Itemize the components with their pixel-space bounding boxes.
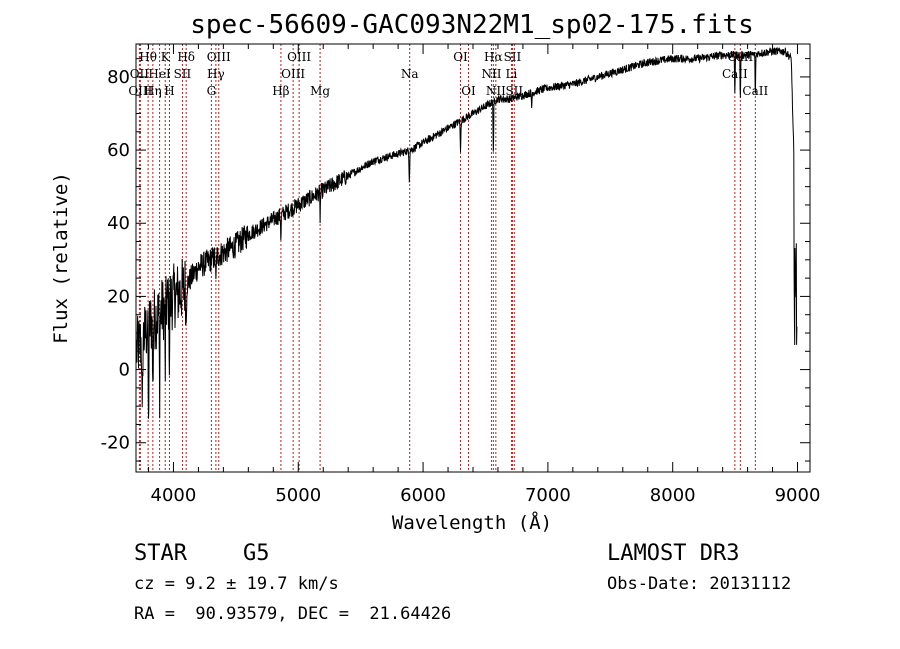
y-tick-label: 60 xyxy=(107,140,130,161)
reference-line-label: OIII xyxy=(128,84,152,98)
x-tick-label: 7000 xyxy=(525,485,571,506)
object-class: STAR xyxy=(134,541,188,566)
reference-line-label: OIII xyxy=(207,50,231,64)
y-tick-label: 80 xyxy=(107,67,130,88)
reference-line-label: SII xyxy=(174,67,192,81)
y-tick-label: 0 xyxy=(119,360,130,381)
x-tick-label: 8000 xyxy=(650,485,696,506)
reference-line-label: Na xyxy=(401,67,419,81)
x-axis-ticks: 4000 5000 6000 7000 8000 9000 xyxy=(147,44,821,506)
reference-line-label: OIII xyxy=(281,67,305,81)
x-tick-label: 4000 xyxy=(151,485,197,506)
x-tick-label: 9000 xyxy=(775,485,821,506)
y-tick-label: 20 xyxy=(107,286,130,307)
reference-line-label: H xyxy=(164,84,174,98)
spectrum-line xyxy=(136,46,798,419)
reference-line-label: G xyxy=(207,84,217,98)
object-subclass: G5 xyxy=(243,541,270,566)
chart-title: spec-56609-GAC093N22M1_sp02-175.fits xyxy=(190,10,754,40)
plot-frame xyxy=(135,43,811,473)
reference-line-label: K xyxy=(161,50,171,64)
redshift-cz: cz = 9.2 ± 19.7 km/s xyxy=(134,574,339,594)
reference-line-label: Mg xyxy=(310,84,330,98)
survey-name: LAMOST DR3 xyxy=(607,541,739,566)
y-tick-label: -20 xyxy=(101,433,130,454)
reference-line-label: OII xyxy=(130,67,150,81)
y-axis-label: Flux (relative) xyxy=(50,172,72,344)
reference-line-label: Hγ xyxy=(207,67,225,81)
reference-line-label: OI xyxy=(453,50,468,64)
reference-line-label: OIII xyxy=(287,50,311,64)
x-tick-label: 6000 xyxy=(400,485,446,506)
reference-lines xyxy=(138,44,756,472)
obs-date: Obs-Date: 20131112 xyxy=(607,574,791,594)
ra-dec: RA = 90.93579, DEC = 21.64426 xyxy=(134,604,451,624)
reference-line-label: NII xyxy=(481,67,501,81)
reference-line-label: OI xyxy=(461,84,476,98)
reference-line-label: Hδ xyxy=(177,50,195,64)
reference-line-label: Hβ xyxy=(272,84,289,98)
reference-line-label: Hα xyxy=(484,50,503,64)
x-axis-label: Wavelength (Å) xyxy=(392,511,552,534)
reference-line-label: Hθ xyxy=(139,50,157,64)
reference-line-label: Hη xyxy=(144,84,162,98)
reference-line-label: NII xyxy=(486,84,506,98)
y-axis-ticks: -20 0 20 40 60 80 xyxy=(101,58,810,462)
reference-line-label: SII xyxy=(504,50,522,64)
reference-line-label: Li xyxy=(506,67,518,81)
x-tick-label: 5000 xyxy=(275,485,321,506)
y-tick-label: 40 xyxy=(107,213,130,234)
reference-line-label: HeI xyxy=(148,67,171,81)
